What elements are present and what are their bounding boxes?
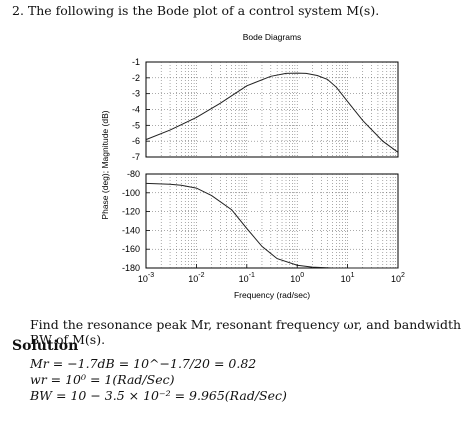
magnitude-ytick-label: -6: [132, 136, 140, 146]
x-tick-label: 100: [290, 272, 304, 284]
phase-ytick-label: -100: [122, 188, 140, 198]
chart-title: Bode Diagrams: [243, 32, 302, 42]
phase-ytick-label: -120: [122, 207, 140, 217]
x-tick-label: 10-3: [138, 272, 154, 284]
magnitude-ytick-label: -2: [132, 73, 140, 83]
x-tick-label: 101: [341, 272, 355, 284]
magnitude-ytick-label: -1: [132, 57, 140, 67]
phase-ytick-label: -80: [127, 169, 140, 179]
question-text: Find the resonance peak Mr, resonant fre…: [30, 317, 462, 347]
solution-heading: Solution: [12, 338, 79, 354]
problem-statement: 2. The following is the Bode plot of a c…: [12, 3, 380, 18]
magnitude-ytick-label: -7: [132, 152, 140, 162]
phase-ytick-label: -140: [122, 225, 140, 235]
x-tick-label: 10-2: [188, 272, 204, 284]
solution-line-resonance-peak: Mr = −1.7dB = 10^−1.7/20 = 0.82: [30, 356, 257, 371]
y-axis-label: Phase (deg); Magnitude (dB): [100, 110, 110, 219]
magnitude-series-line-0: [145, 72, 399, 153]
solution-line-resonant-frequency: wr = 10⁰ = 1(Rad/Sec): [30, 372, 175, 387]
x-tick-label: 102: [391, 272, 405, 284]
magnitude-ytick-label: -5: [132, 120, 140, 130]
magnitude-ytick-label: -4: [132, 105, 140, 115]
bode-plot: Bode Diagrams Phase (deg); Magnitude (dB)…: [0, 24, 474, 314]
phase-frame: [145, 173, 399, 269]
solution-line-bandwidth: BW = 10 − 3.5 × 10⁻² = 9.965(Rad/Sec): [30, 388, 287, 403]
magnitude-ytick-label: -3: [132, 89, 140, 99]
phase-ytick-label: -180: [122, 263, 140, 273]
phase-series-line-0: [145, 182, 398, 269]
phase-ytick-label: -160: [122, 244, 140, 254]
bode-plot-svg: Bode Diagrams Phase (deg); Magnitude (dB)…: [100, 32, 405, 300]
x-tick-label: 10-1: [239, 272, 255, 284]
x-axis-label: Frequency (rad/sec): [234, 290, 310, 300]
